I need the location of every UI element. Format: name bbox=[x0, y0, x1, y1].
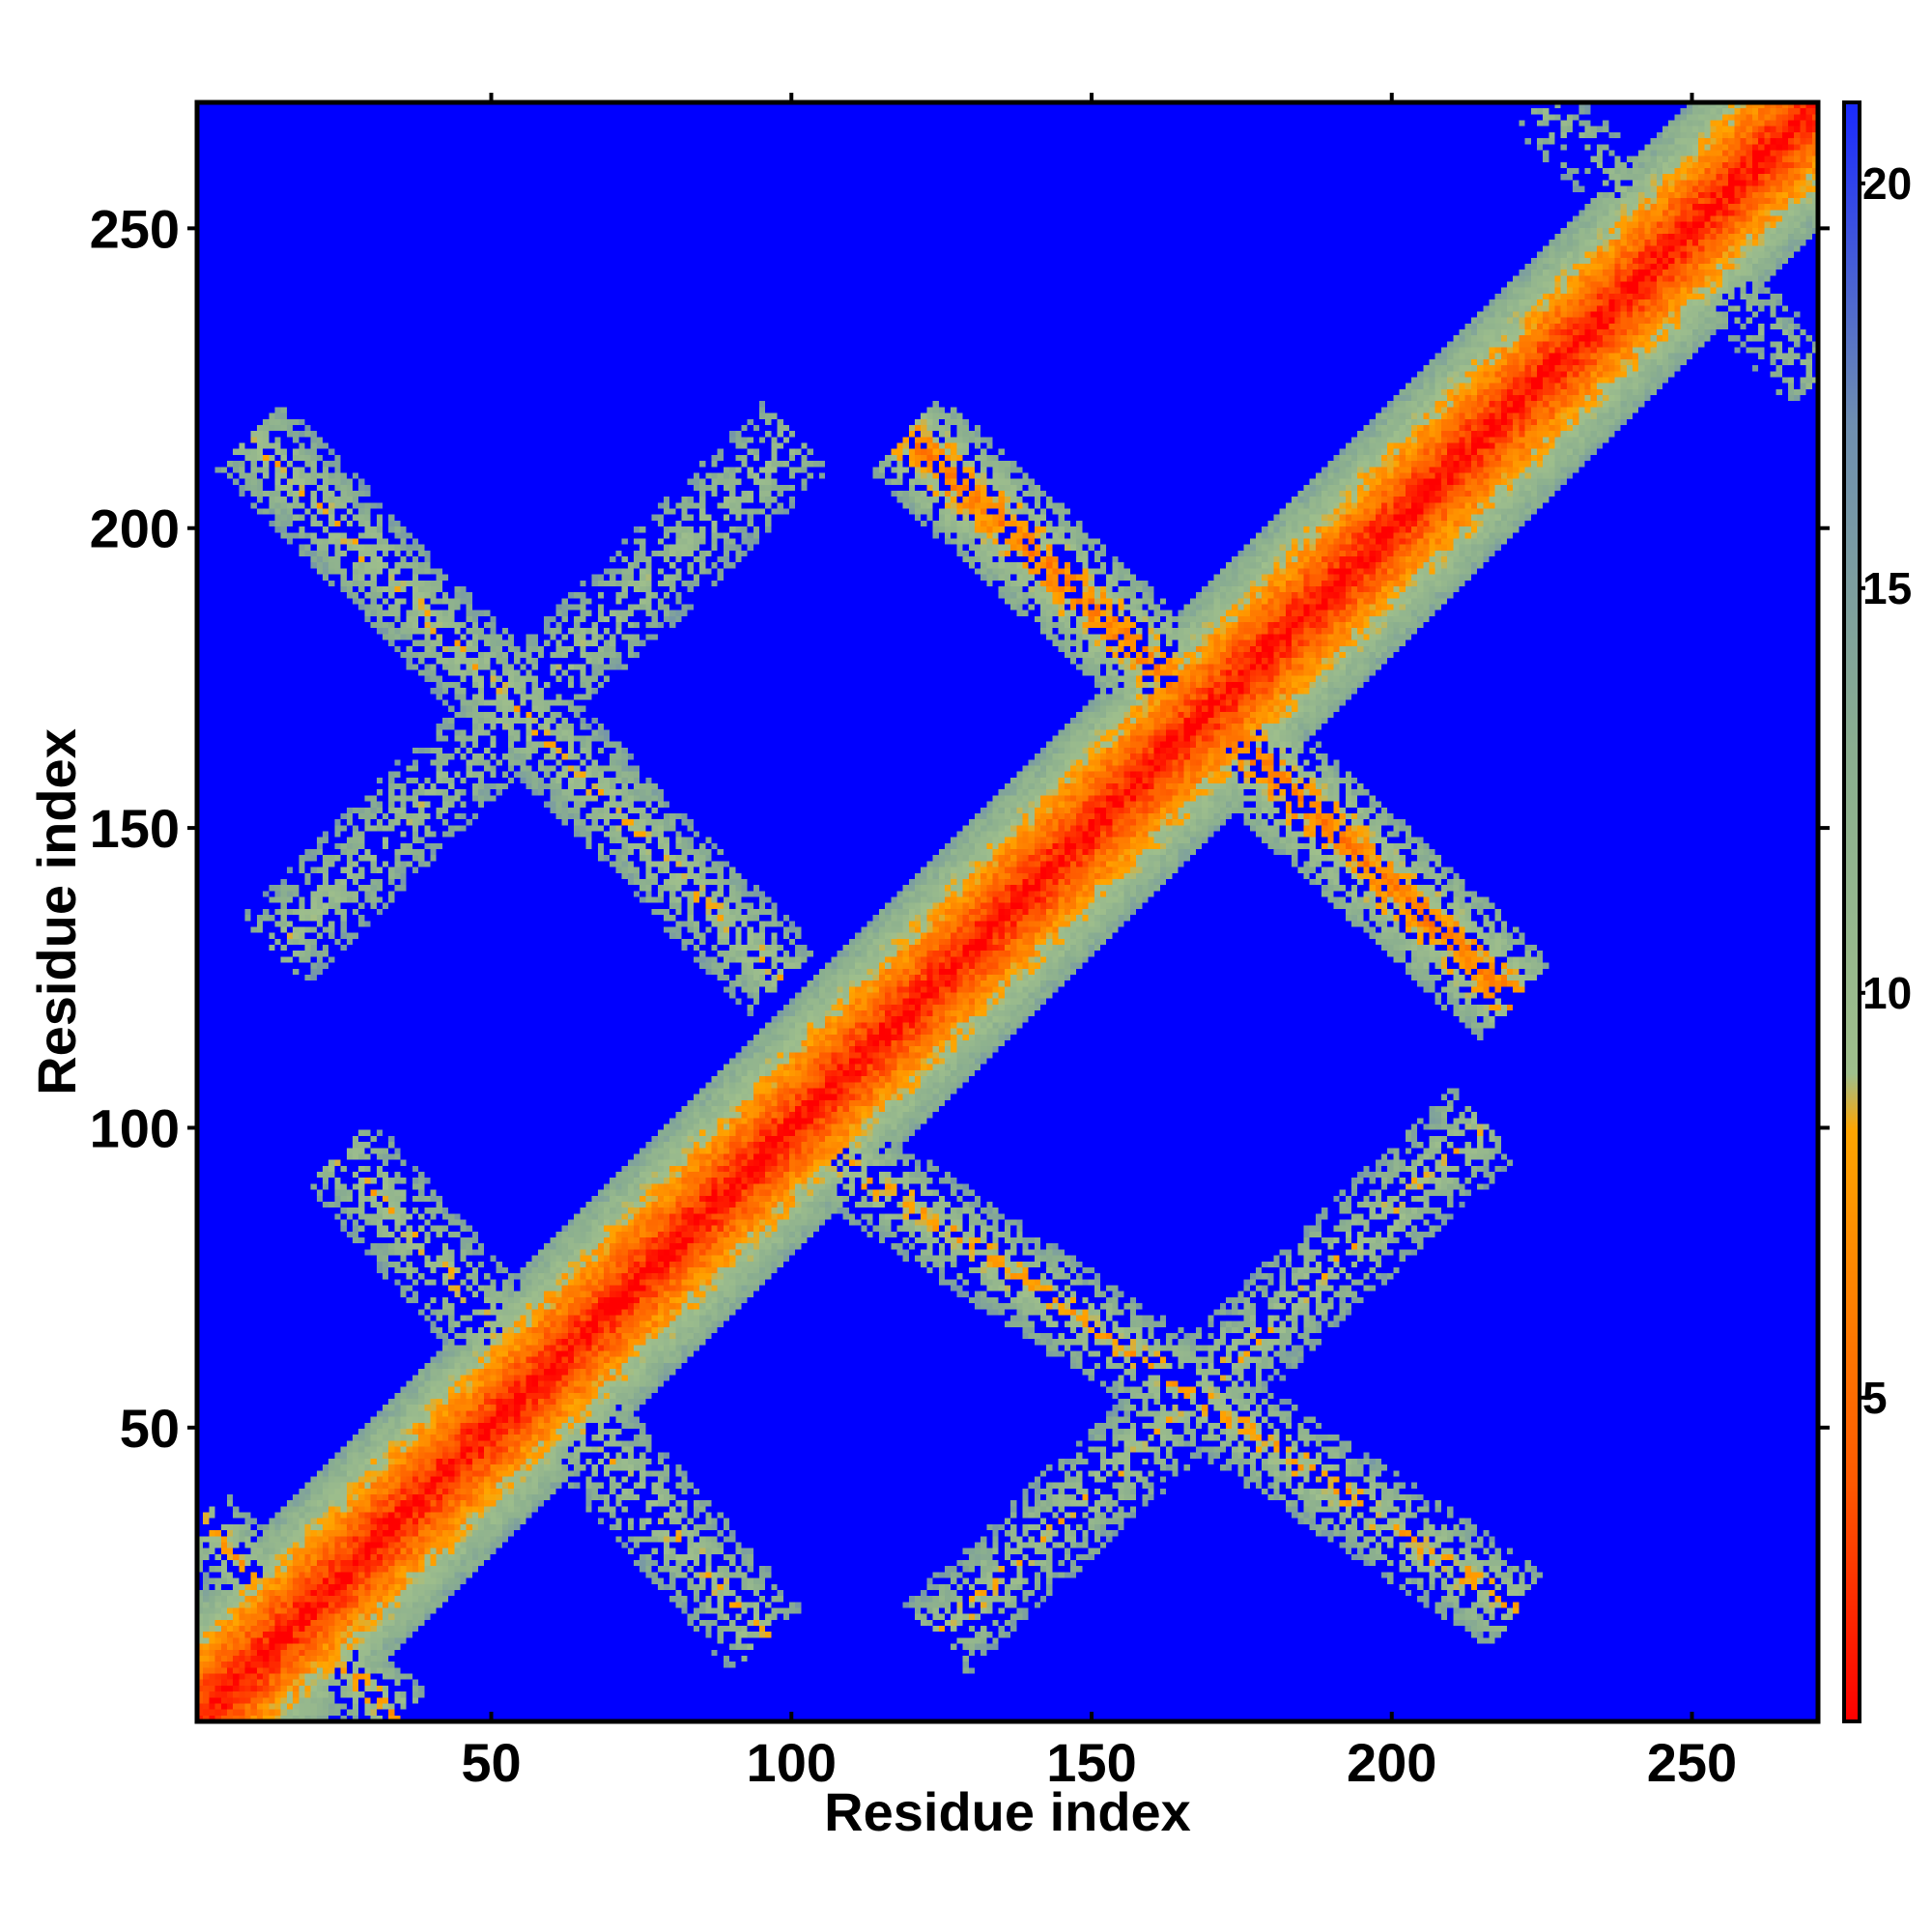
colorbar-ticks: 5 10 15 20 bbox=[1860, 158, 1912, 1423]
plot-frame bbox=[194, 99, 1821, 1724]
y-axis-ticks: 50 100 150 200 250 bbox=[90, 198, 1830, 1459]
colorbar bbox=[1842, 100, 1861, 1723]
y-tick-label: 100 bbox=[90, 1097, 180, 1158]
x-tick-label: 200 bbox=[1347, 1732, 1436, 1793]
colorbar-tick-label: 10 bbox=[1862, 968, 1912, 1018]
y-tick-label: 50 bbox=[120, 1398, 180, 1459]
x-axis-label: Residue index bbox=[824, 1781, 1191, 1842]
y-axis-label: Residue index bbox=[26, 728, 87, 1095]
y-tick-label: 250 bbox=[90, 198, 180, 259]
y-tick-label: 200 bbox=[90, 498, 180, 559]
x-tick-label: 150 bbox=[1046, 1732, 1136, 1793]
x-axis-ticks: 50 100 150 200 250 bbox=[461, 93, 1737, 1793]
colorbar-tick-label: 20 bbox=[1862, 158, 1912, 209]
y-tick-label: 150 bbox=[90, 798, 180, 859]
x-tick-label: 50 bbox=[461, 1732, 521, 1793]
colorbar-tick-label: 15 bbox=[1862, 563, 1912, 613]
x-tick-label: 100 bbox=[747, 1732, 837, 1793]
colorbar-tick-label: 5 bbox=[1862, 1373, 1888, 1423]
x-tick-label: 250 bbox=[1647, 1732, 1737, 1793]
heatmap-cells bbox=[197, 102, 1818, 1721]
